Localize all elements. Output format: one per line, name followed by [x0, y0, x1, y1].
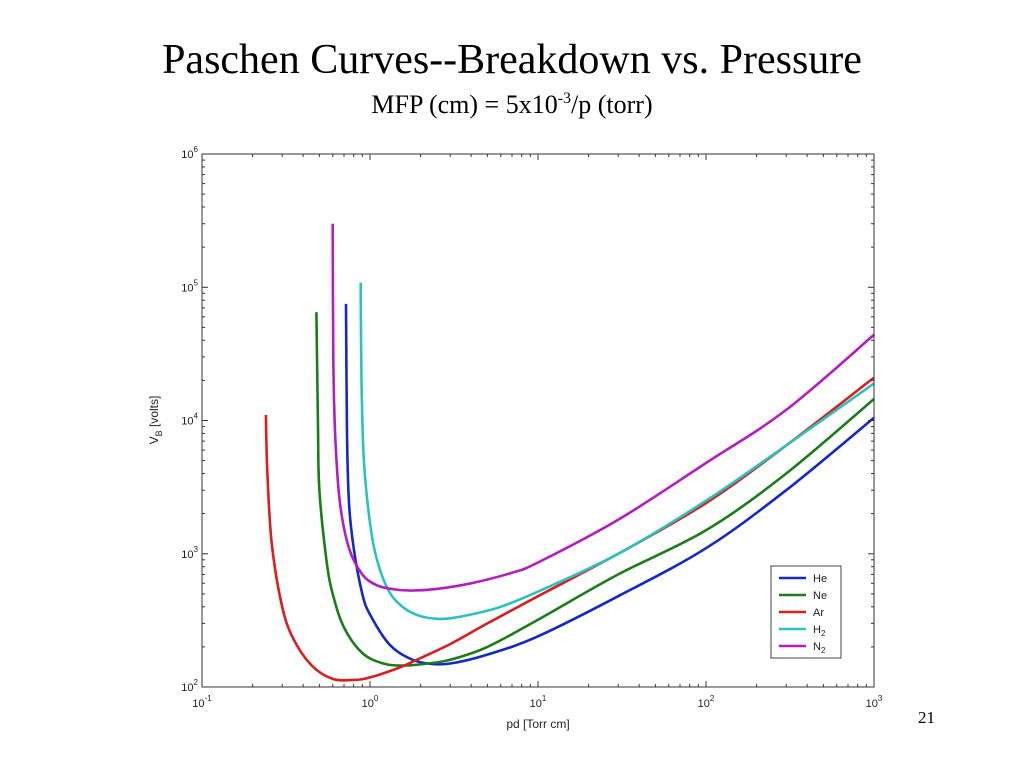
y-tick-label: 105: [181, 278, 198, 294]
legend-label-ne: Ne: [813, 590, 827, 602]
y-tick-label: 103: [181, 545, 198, 561]
legend-label-text: He: [813, 573, 827, 585]
y-tick-label-base: 10: [181, 682, 193, 694]
x-tick-label-base: 10: [866, 698, 878, 710]
x-tick-label-base: 10: [192, 698, 204, 710]
x-tick-label-exp: 1: [542, 694, 547, 703]
x-tick-label: 102: [698, 694, 715, 710]
legend-label-ar: Ar: [813, 607, 824, 619]
y-tick-label-exp: 5: [194, 278, 199, 287]
x-tick-label-exp: 2: [710, 694, 715, 703]
legend-label-h2: H2: [813, 624, 826, 638]
x-axis-label: pd [Torr cm]: [506, 717, 569, 731]
x-tick-label-exp: 3: [878, 694, 883, 703]
x-tick-label: 10-1: [192, 694, 212, 710]
y-tick-label-base: 10: [181, 282, 193, 294]
y-axis-label-sub: B: [154, 430, 164, 436]
legend-label-text: H: [813, 624, 821, 636]
y-axis-label-main: V: [147, 436, 161, 444]
y-tick-label-base: 10: [181, 416, 193, 428]
y-tick-label-base: 10: [181, 549, 193, 561]
subtitle-prefix: MFP (cm) = 5x10: [371, 90, 558, 119]
page-number: 21: [918, 708, 935, 727]
legend-label-he: He: [813, 573, 827, 585]
x-tick-label: 101: [530, 694, 547, 710]
x-tick-label-base: 10: [362, 698, 374, 710]
x-tick-label-base: 10: [698, 698, 710, 710]
x-tick-label: 100: [362, 694, 379, 710]
legend-label-n2: N2: [813, 641, 826, 655]
slide-title: Paschen Curves--Breakdown vs. Pressure: [162, 37, 862, 83]
subtitle-suffix: /p (torr): [571, 90, 653, 119]
y-axis-label: VB [volts]: [147, 396, 164, 445]
y-axis-label-suffix: [volts]: [147, 396, 161, 431]
series-line-h2: [359, 282, 875, 621]
legend-label-text: Ne: [813, 590, 827, 602]
y-tick-label: 106: [181, 145, 198, 161]
series-line-ne: [315, 312, 875, 667]
x-tick-label-exp: -1: [205, 694, 213, 703]
x-tick-label-base: 10: [530, 698, 542, 710]
y-tick-label-exp: 6: [194, 145, 199, 154]
legend-label-subscript: 2: [821, 629, 826, 638]
series-line-n2: [331, 223, 875, 592]
y-tick-label-exp: 4: [194, 412, 199, 421]
legend-label-text: Ar: [813, 607, 824, 619]
y-tick-label-base: 10: [181, 149, 193, 161]
y-tick-label: 104: [181, 412, 198, 428]
y-tick-label: 102: [181, 678, 198, 694]
x-tick-label: 103: [866, 694, 883, 710]
series-lines: [264, 223, 875, 682]
y-tick-label-exp: 2: [194, 678, 199, 687]
x-tick-label-exp: 0: [374, 694, 379, 703]
y-tick-label-exp: 3: [194, 545, 199, 554]
slide-subtitle: MFP (cm) = 5x10-3/p (torr): [0, 90, 1024, 120]
legend-label-subscript: 2: [821, 646, 826, 655]
subtitle-exponent: -3: [557, 90, 572, 107]
legend-label-text: N: [813, 641, 821, 653]
